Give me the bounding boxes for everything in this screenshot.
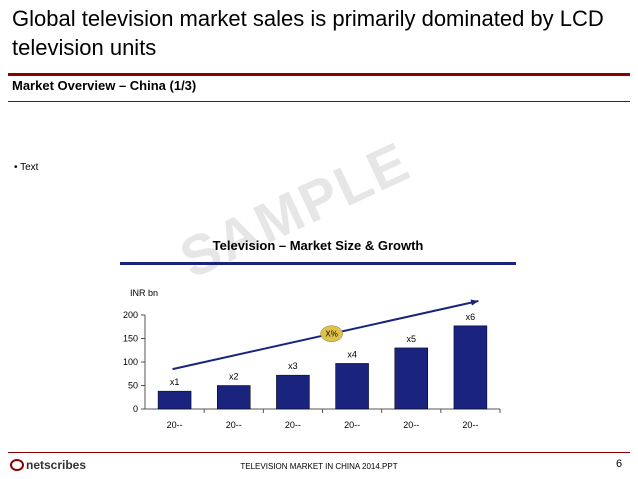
footer-document-name: TELEVISION MARKET IN CHINA 2014.PPT — [240, 462, 398, 471]
chart-title: Television – Market Size & Growth — [212, 238, 424, 253]
title-divider — [8, 73, 630, 76]
x-tick-label: 20-- — [462, 420, 478, 430]
x-tick-label: 20-- — [403, 420, 419, 430]
y-tick-label: 150 — [123, 334, 138, 344]
y-axis-label: INR bn — [130, 288, 158, 298]
y-tick-label: 0 — [133, 404, 138, 414]
y-tick-label: 50 — [128, 381, 138, 391]
y-tick-label: 200 — [123, 310, 138, 320]
x-tick-label: 20-- — [167, 420, 183, 430]
x-tick-label: 20-- — [226, 420, 242, 430]
section-subtitle: Market Overview – China (1/3) — [12, 78, 197, 93]
growth-badge — [320, 325, 343, 342]
growth-arrow: X% — [172, 299, 479, 371]
x-tick-label: 20-- — [285, 420, 301, 430]
page-title: Global television market sales is primar… — [12, 6, 604, 60]
chart-title-divider — [120, 262, 516, 265]
chart-axes: 0 50 100 150 200 20-- 20-- 20-- 20-- 20-- 20-- — [123, 310, 501, 430]
bar — [394, 347, 428, 410]
data-label: x6 — [466, 312, 476, 322]
data-label: x4 — [347, 349, 357, 359]
data-label: x2 — [229, 372, 239, 382]
data-label: x3 — [288, 361, 298, 371]
bar — [157, 390, 192, 410]
subtitle-divider — [8, 101, 630, 102]
bar — [335, 363, 369, 410]
data-label: x5 — [406, 334, 416, 344]
netscribes-logo: netscribes — [10, 458, 86, 472]
footer-divider — [8, 452, 630, 453]
bar — [453, 325, 488, 410]
data-label: x1 — [170, 377, 180, 387]
growth-badge-label: X% — [325, 330, 337, 339]
growth-arrow-head — [470, 299, 479, 306]
x-tick-label: 20-- — [344, 420, 360, 430]
chart-bars: x1 x2 x3 x4 x5 x6 — [157, 312, 488, 410]
bar — [217, 385, 251, 410]
page-number: 6 — [616, 458, 623, 470]
logo-icon — [10, 459, 24, 471]
y-tick-label: 100 — [123, 357, 138, 367]
logo-text: netscribes — [26, 458, 87, 472]
bullet-text: • Text — [14, 162, 39, 173]
bar — [276, 374, 310, 410]
